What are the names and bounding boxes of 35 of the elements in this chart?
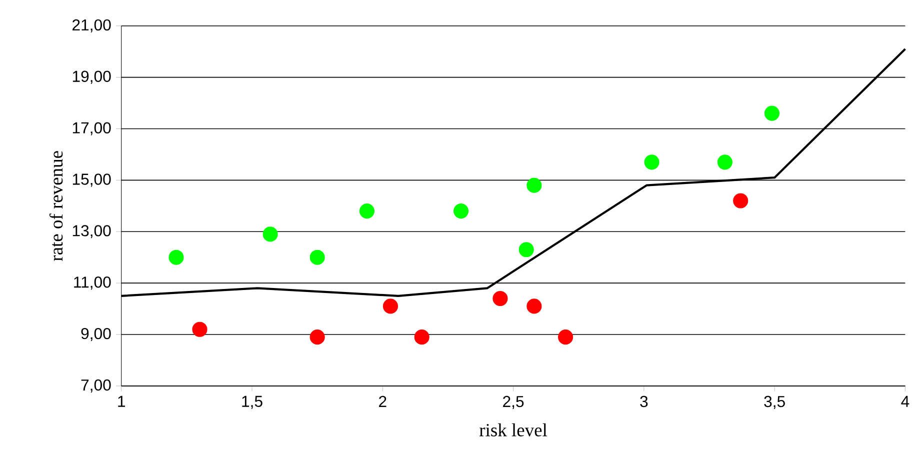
x-tick-label: 2 <box>379 396 386 407</box>
y-tick-label: 15,00 <box>72 173 111 186</box>
point <box>733 192 748 208</box>
point <box>310 250 325 265</box>
point <box>310 329 325 344</box>
y-tick-label: 11,00 <box>74 276 111 290</box>
x-tick-label: 1,5 <box>242 396 262 409</box>
x-tick-label: 3 <box>640 396 648 407</box>
y-tick-label: 7,00 <box>81 379 111 392</box>
point <box>558 329 574 344</box>
y-axis-title: rate of revenue <box>49 150 63 261</box>
point <box>414 329 430 344</box>
y-tick-label: 17,00 <box>72 122 111 136</box>
point <box>382 298 398 314</box>
y-tick-label: 13,00 <box>72 224 111 238</box>
x-tick-label: 1 <box>118 396 125 407</box>
x-tick-label: 2,5 <box>503 396 524 409</box>
point <box>168 250 184 265</box>
y-tick-label: 9,00 <box>81 328 111 341</box>
y-tick-label: 21,00 <box>72 19 111 32</box>
point <box>518 242 534 257</box>
x-tick-label: 3,5 <box>764 396 785 409</box>
y-tick-label: 19,00 <box>72 70 111 84</box>
point <box>359 203 374 218</box>
point <box>492 290 508 306</box>
point <box>526 178 542 193</box>
point <box>717 154 732 170</box>
point <box>526 298 542 314</box>
point <box>644 154 660 170</box>
point <box>192 322 208 337</box>
point <box>453 203 469 218</box>
point <box>764 106 780 121</box>
x-tick-label: 4 <box>901 396 910 407</box>
point <box>262 226 278 242</box>
x-axis-title: risk level <box>479 423 548 436</box>
